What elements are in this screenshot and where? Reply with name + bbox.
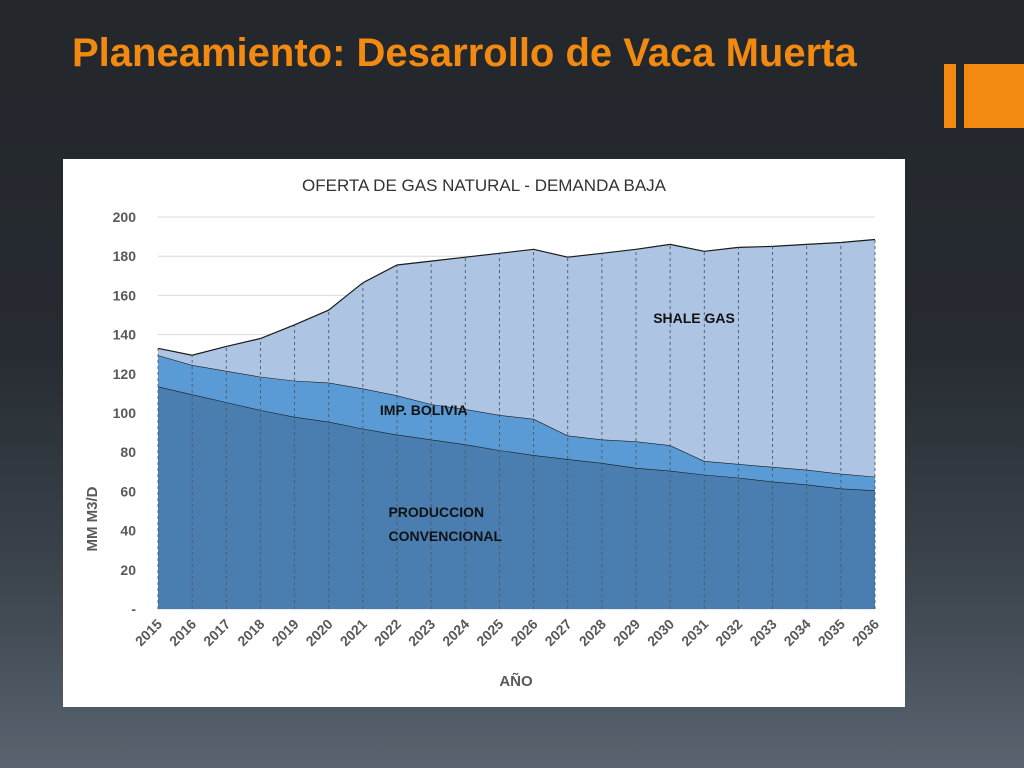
decorative-bar-narrow xyxy=(944,64,956,128)
y-tick-label: 100 xyxy=(113,405,137,421)
chart-title: OFERTA DE GAS NATURAL - DEMANDA BAJA xyxy=(302,176,667,195)
x-tick-label: 2018 xyxy=(234,616,267,649)
x-tick-label: 2033 xyxy=(746,616,779,649)
area-imp-bolivia xyxy=(158,355,875,491)
x-tick-label: 2027 xyxy=(541,616,574,649)
y-axis-label: MM M3/D xyxy=(84,486,101,551)
x-tick-label: 2019 xyxy=(268,616,301,649)
y-tick-label: 80 xyxy=(120,444,136,460)
y-tick-label: - xyxy=(131,601,136,617)
x-tick-label: 2025 xyxy=(473,616,506,649)
y-tick-label: 20 xyxy=(120,562,136,578)
x-tick-label: 2017 xyxy=(200,616,233,649)
y-tick-label: 180 xyxy=(113,248,137,264)
area-series xyxy=(157,238,876,609)
x-tick-label: 2034 xyxy=(780,616,813,649)
y-tick-label: 140 xyxy=(113,327,137,343)
x-tick-label: 2036 xyxy=(849,616,882,649)
y-tick-label: 60 xyxy=(120,483,136,499)
x-tick-label: 2035 xyxy=(815,616,848,649)
annotation-produccion-convencional: PRODUCCION xyxy=(388,504,484,520)
x-tick-label: 2021 xyxy=(337,616,370,649)
x-tick-label: 2030 xyxy=(644,616,677,649)
x-tick-label: 2032 xyxy=(712,616,745,649)
annotation-produccion-convencional: CONVENCIONAL xyxy=(388,528,502,544)
year-dividers xyxy=(157,239,876,609)
x-tick-label: 2015 xyxy=(132,616,165,649)
x-tick-label: 2023 xyxy=(405,616,438,649)
annotation-imp-bolivia: IMP. BOLIVIA xyxy=(380,402,468,418)
x-tick-label: 2028 xyxy=(576,616,609,649)
x-tick-label: 2020 xyxy=(302,616,335,649)
area-chart: OFERTA DE GAS NATURAL - DEMANDA BAJA -20… xyxy=(84,176,882,690)
annotation-shale-gas: SHALE GAS xyxy=(653,310,735,326)
x-tick-label: 2016 xyxy=(166,616,199,649)
series-annotations: SHALE GAS IMP. BOLIVIA PRODUCCION CONVENCIO… xyxy=(380,310,735,544)
x-axis-label: AÑO xyxy=(499,672,533,690)
x-axis-ticks: 2015 2016 2017 2018 2019 2020 2021 2022 2023 2024… xyxy=(132,616,882,649)
area-shale-gas xyxy=(158,239,875,477)
y-axis-ticks: - 20 40 60 80 100 120 140 160 180 200 xyxy=(113,209,137,617)
series-top-line xyxy=(157,354,876,478)
x-tick-label: 2031 xyxy=(678,616,711,649)
decorative-bar-wide xyxy=(964,64,1024,128)
y-tick-label: 120 xyxy=(113,366,137,382)
x-tick-label: 2024 xyxy=(439,616,472,649)
y-tick-label: 40 xyxy=(120,523,136,539)
slide-title: Planeamiento: Desarrollo de Vaca Muerta xyxy=(72,31,857,75)
area-produccion-convencional xyxy=(158,386,875,609)
series-top-line xyxy=(157,238,876,356)
x-tick-label: 2029 xyxy=(610,616,643,649)
x-tick-label: 2026 xyxy=(507,616,540,649)
chart-panel: OFERTA DE GAS NATURAL - DEMANDA BAJA -20… xyxy=(63,159,905,707)
y-tick-label: 200 xyxy=(113,209,137,225)
y-tick-label: 160 xyxy=(113,287,137,303)
x-tick-label: 2022 xyxy=(371,616,404,649)
